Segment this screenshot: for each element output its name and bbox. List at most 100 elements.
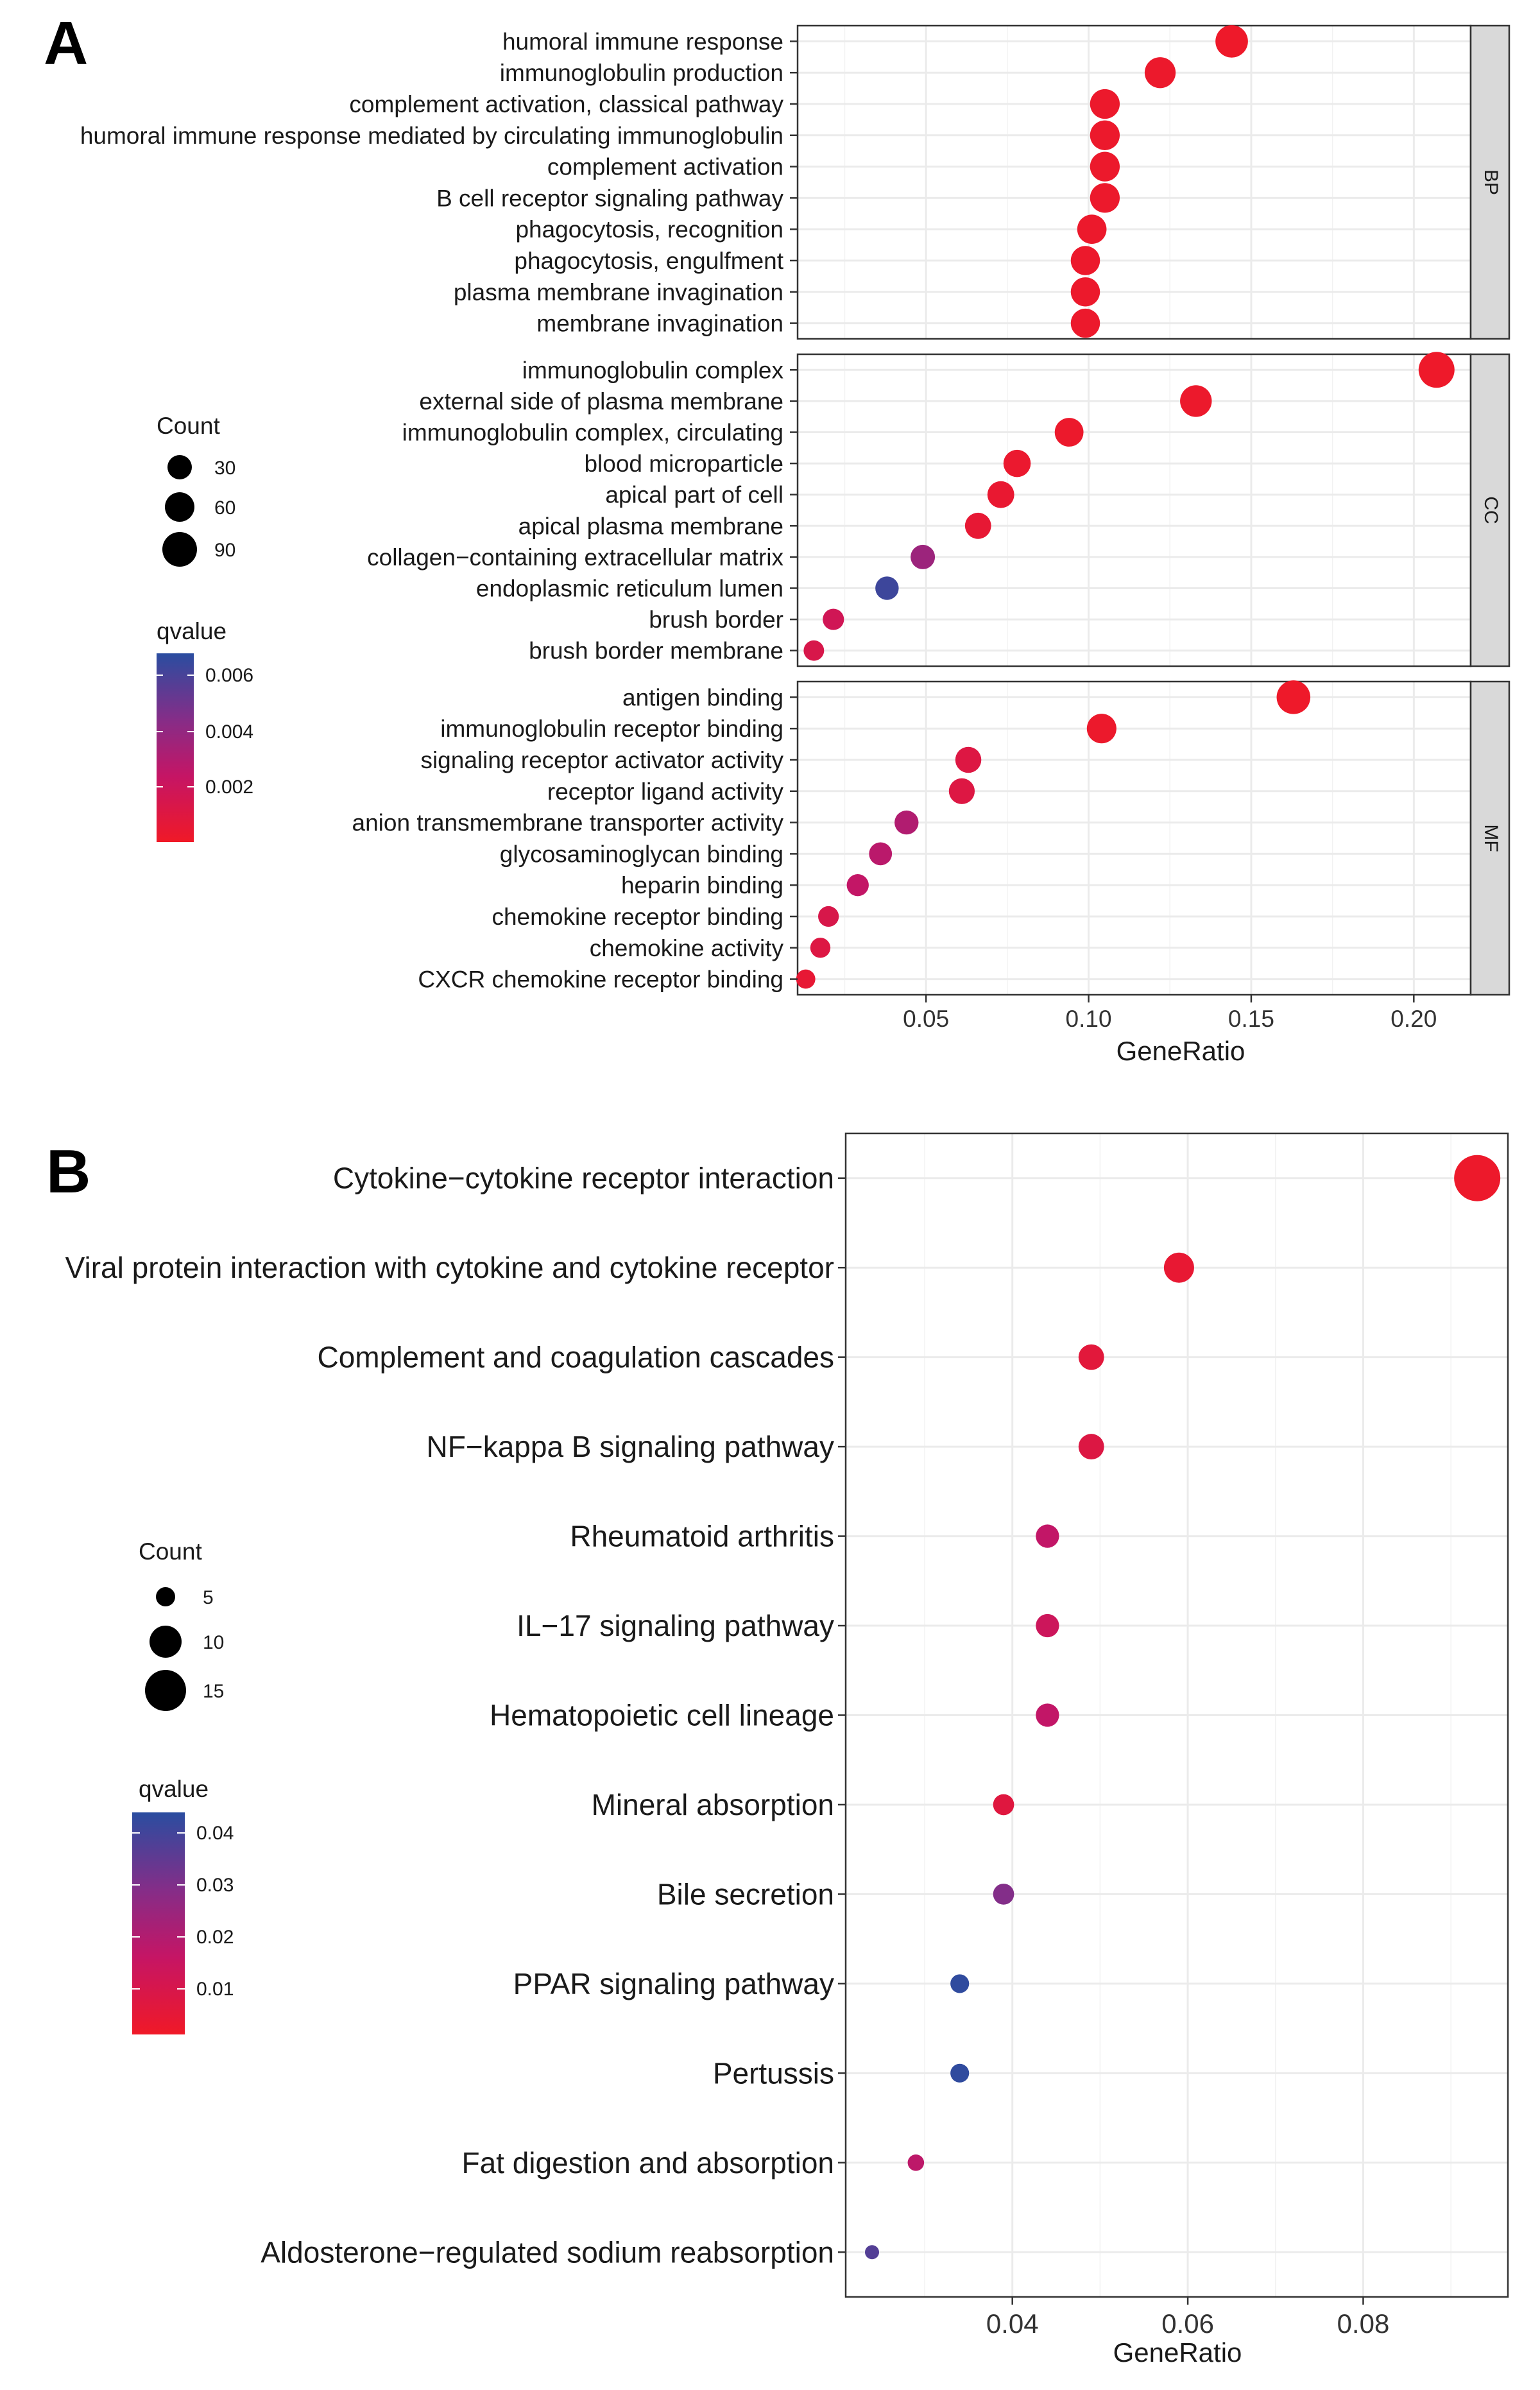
count-legend-dot <box>145 1670 186 1711</box>
count-legend-dot <box>162 532 197 567</box>
count-legend-dot <box>167 455 192 479</box>
data-point <box>1054 418 1084 447</box>
panel-b-x-axis-title: GeneRatio <box>1113 2337 1242 2368</box>
qvalue-legend-label: 0.002 <box>205 777 253 798</box>
data-point <box>1077 214 1107 245</box>
x-tick-label: 0.06 <box>1161 2308 1214 2339</box>
qvalue-legend-label: 0.02 <box>196 1927 234 1948</box>
term-label: apical part of cell <box>605 482 783 508</box>
facet-strip-label: MF <box>1480 824 1502 852</box>
data-point <box>1163 1252 1194 1283</box>
data-point <box>1090 183 1120 213</box>
data-point <box>950 1974 970 1993</box>
x-tick-label: 0.20 <box>1390 1006 1437 1032</box>
term-label: Complement and coagulation cascades <box>318 1341 835 1374</box>
data-point <box>1418 352 1455 388</box>
data-point <box>1036 1524 1059 1548</box>
qvalue-legend-label: 0.04 <box>196 1823 234 1844</box>
panel-a-x-axis: 0.05 0.10 0.15 0.20 <box>903 995 1437 1032</box>
qvalue-legend-label: 0.03 <box>196 1875 234 1896</box>
qvalue-legend-label: 0.01 <box>196 1979 234 2000</box>
count-legend-label: 15 <box>203 1681 224 1702</box>
count-legend-label: 5 <box>203 1587 214 1608</box>
term-label: IL−17 signaling pathway <box>517 1609 834 1642</box>
data-point <box>869 842 893 866</box>
panel-a-gridlines <box>798 26 1471 995</box>
term-label: CXCR chemokine receptor binding <box>418 967 783 993</box>
panel-b-count-legend: Count 5 10 15 <box>139 1538 224 1711</box>
term-label: membrane invagination <box>536 311 783 337</box>
facet-strip <box>1469 353 1510 667</box>
panel-b-term-labels: Cytokine−cytokine receptor interaction Vi… <box>65 1162 846 2269</box>
panel-b-letter: B <box>46 1137 90 1206</box>
term-label: complement activation <box>547 154 783 180</box>
qvalue-legend-label: 0.004 <box>205 721 253 743</box>
term-label: Bile secretion <box>657 1877 834 1911</box>
data-point <box>950 2063 970 2083</box>
data-point <box>1215 25 1248 58</box>
data-point <box>1070 308 1100 338</box>
data-point <box>1090 120 1120 150</box>
x-tick-label: 0.10 <box>1066 1006 1112 1032</box>
term-label: Cytokine−cytokine receptor interaction <box>333 1162 834 1195</box>
data-point <box>1036 1613 1059 1638</box>
data-point <box>1078 1344 1104 1370</box>
count-legend-dot <box>150 1626 182 1658</box>
qvalue-legend-title: qvalue <box>139 1776 209 1802</box>
data-point <box>1144 57 1176 89</box>
qvalue-colorbar <box>132 1812 185 2034</box>
data-point <box>817 906 839 927</box>
data-point <box>1078 1434 1104 1460</box>
term-label: humoral immune response mediated by circ… <box>80 123 783 149</box>
panel-b-points <box>865 1155 1501 2260</box>
term-label: Mineral absorption <box>592 1788 834 1821</box>
term-label: Aldosterone−regulated sodium reabsorptio… <box>261 2235 834 2269</box>
facet-strip-label: BP <box>1480 169 1502 195</box>
facet-strip-label: CC <box>1480 496 1502 524</box>
term-label: Fat digestion and absorption <box>461 2146 834 2179</box>
term-label: external side of plasma membrane <box>419 388 783 415</box>
term-label: Pertussis <box>713 2056 834 2090</box>
panel-a-qvalue-legend: qvalue 0.006 0.004 0.002 <box>157 618 253 842</box>
qvalue-colorbar <box>157 653 194 842</box>
term-label: blood microparticle <box>584 451 783 477</box>
term-label: Rheumatoid arthritis <box>570 1520 834 1553</box>
panel-b-x-axis: 0.04 0.06 0.08 <box>986 2297 1390 2339</box>
count-legend-dot <box>156 1587 175 1606</box>
term-label: plasma membrane invagination <box>454 279 783 305</box>
term-label: humoral immune response <box>502 28 783 55</box>
term-label: NF−kappa B signaling pathway <box>427 1430 834 1463</box>
data-point <box>907 2154 925 2171</box>
count-legend-dot <box>165 492 194 522</box>
data-point <box>1086 714 1116 744</box>
term-label: heparin binding <box>621 872 783 898</box>
panel-b-dotplot: Cytokine−cytokine receptor interaction Vi… <box>65 1132 1509 2368</box>
data-point <box>865 2245 880 2260</box>
term-label: PPAR signaling pathway <box>513 1967 834 2000</box>
term-label: complement activation, classical pathway <box>349 91 783 117</box>
term-label: immunoglobulin receptor binding <box>440 716 783 742</box>
count-legend-label: 10 <box>203 1632 224 1653</box>
data-point <box>1090 89 1120 119</box>
term-label: immunoglobulin production <box>500 60 783 86</box>
term-label: Viral protein interaction with cytokine … <box>65 1251 834 1284</box>
facet-strip <box>1469 680 1510 996</box>
term-label: immunoglobulin complex, circulating <box>402 420 783 446</box>
term-label: brush border membrane <box>529 638 783 664</box>
count-legend-title: Count <box>157 413 220 439</box>
count-legend-label: 30 <box>214 458 235 479</box>
panel-a-x-axis-title: GeneRatio <box>1116 1036 1245 1066</box>
count-legend-label: 90 <box>214 540 235 561</box>
data-point <box>875 576 899 600</box>
term-label: receptor ligand activity <box>547 778 784 805</box>
panel-a-facet-strips: BP CC MF <box>1469 24 1510 996</box>
panel-b-qvalue-legend: qvalue 0.04 0.03 0.02 0.01 <box>132 1776 234 2034</box>
data-point <box>955 746 982 773</box>
data-point <box>1276 680 1311 714</box>
term-label: anion transmembrane transporter activity <box>352 810 784 836</box>
data-point <box>1180 385 1212 417</box>
data-point <box>796 969 816 989</box>
x-tick-label: 0.08 <box>1337 2308 1390 2339</box>
term-label: B cell receptor signaling pathway <box>436 185 783 211</box>
data-point <box>1036 1703 1059 1727</box>
